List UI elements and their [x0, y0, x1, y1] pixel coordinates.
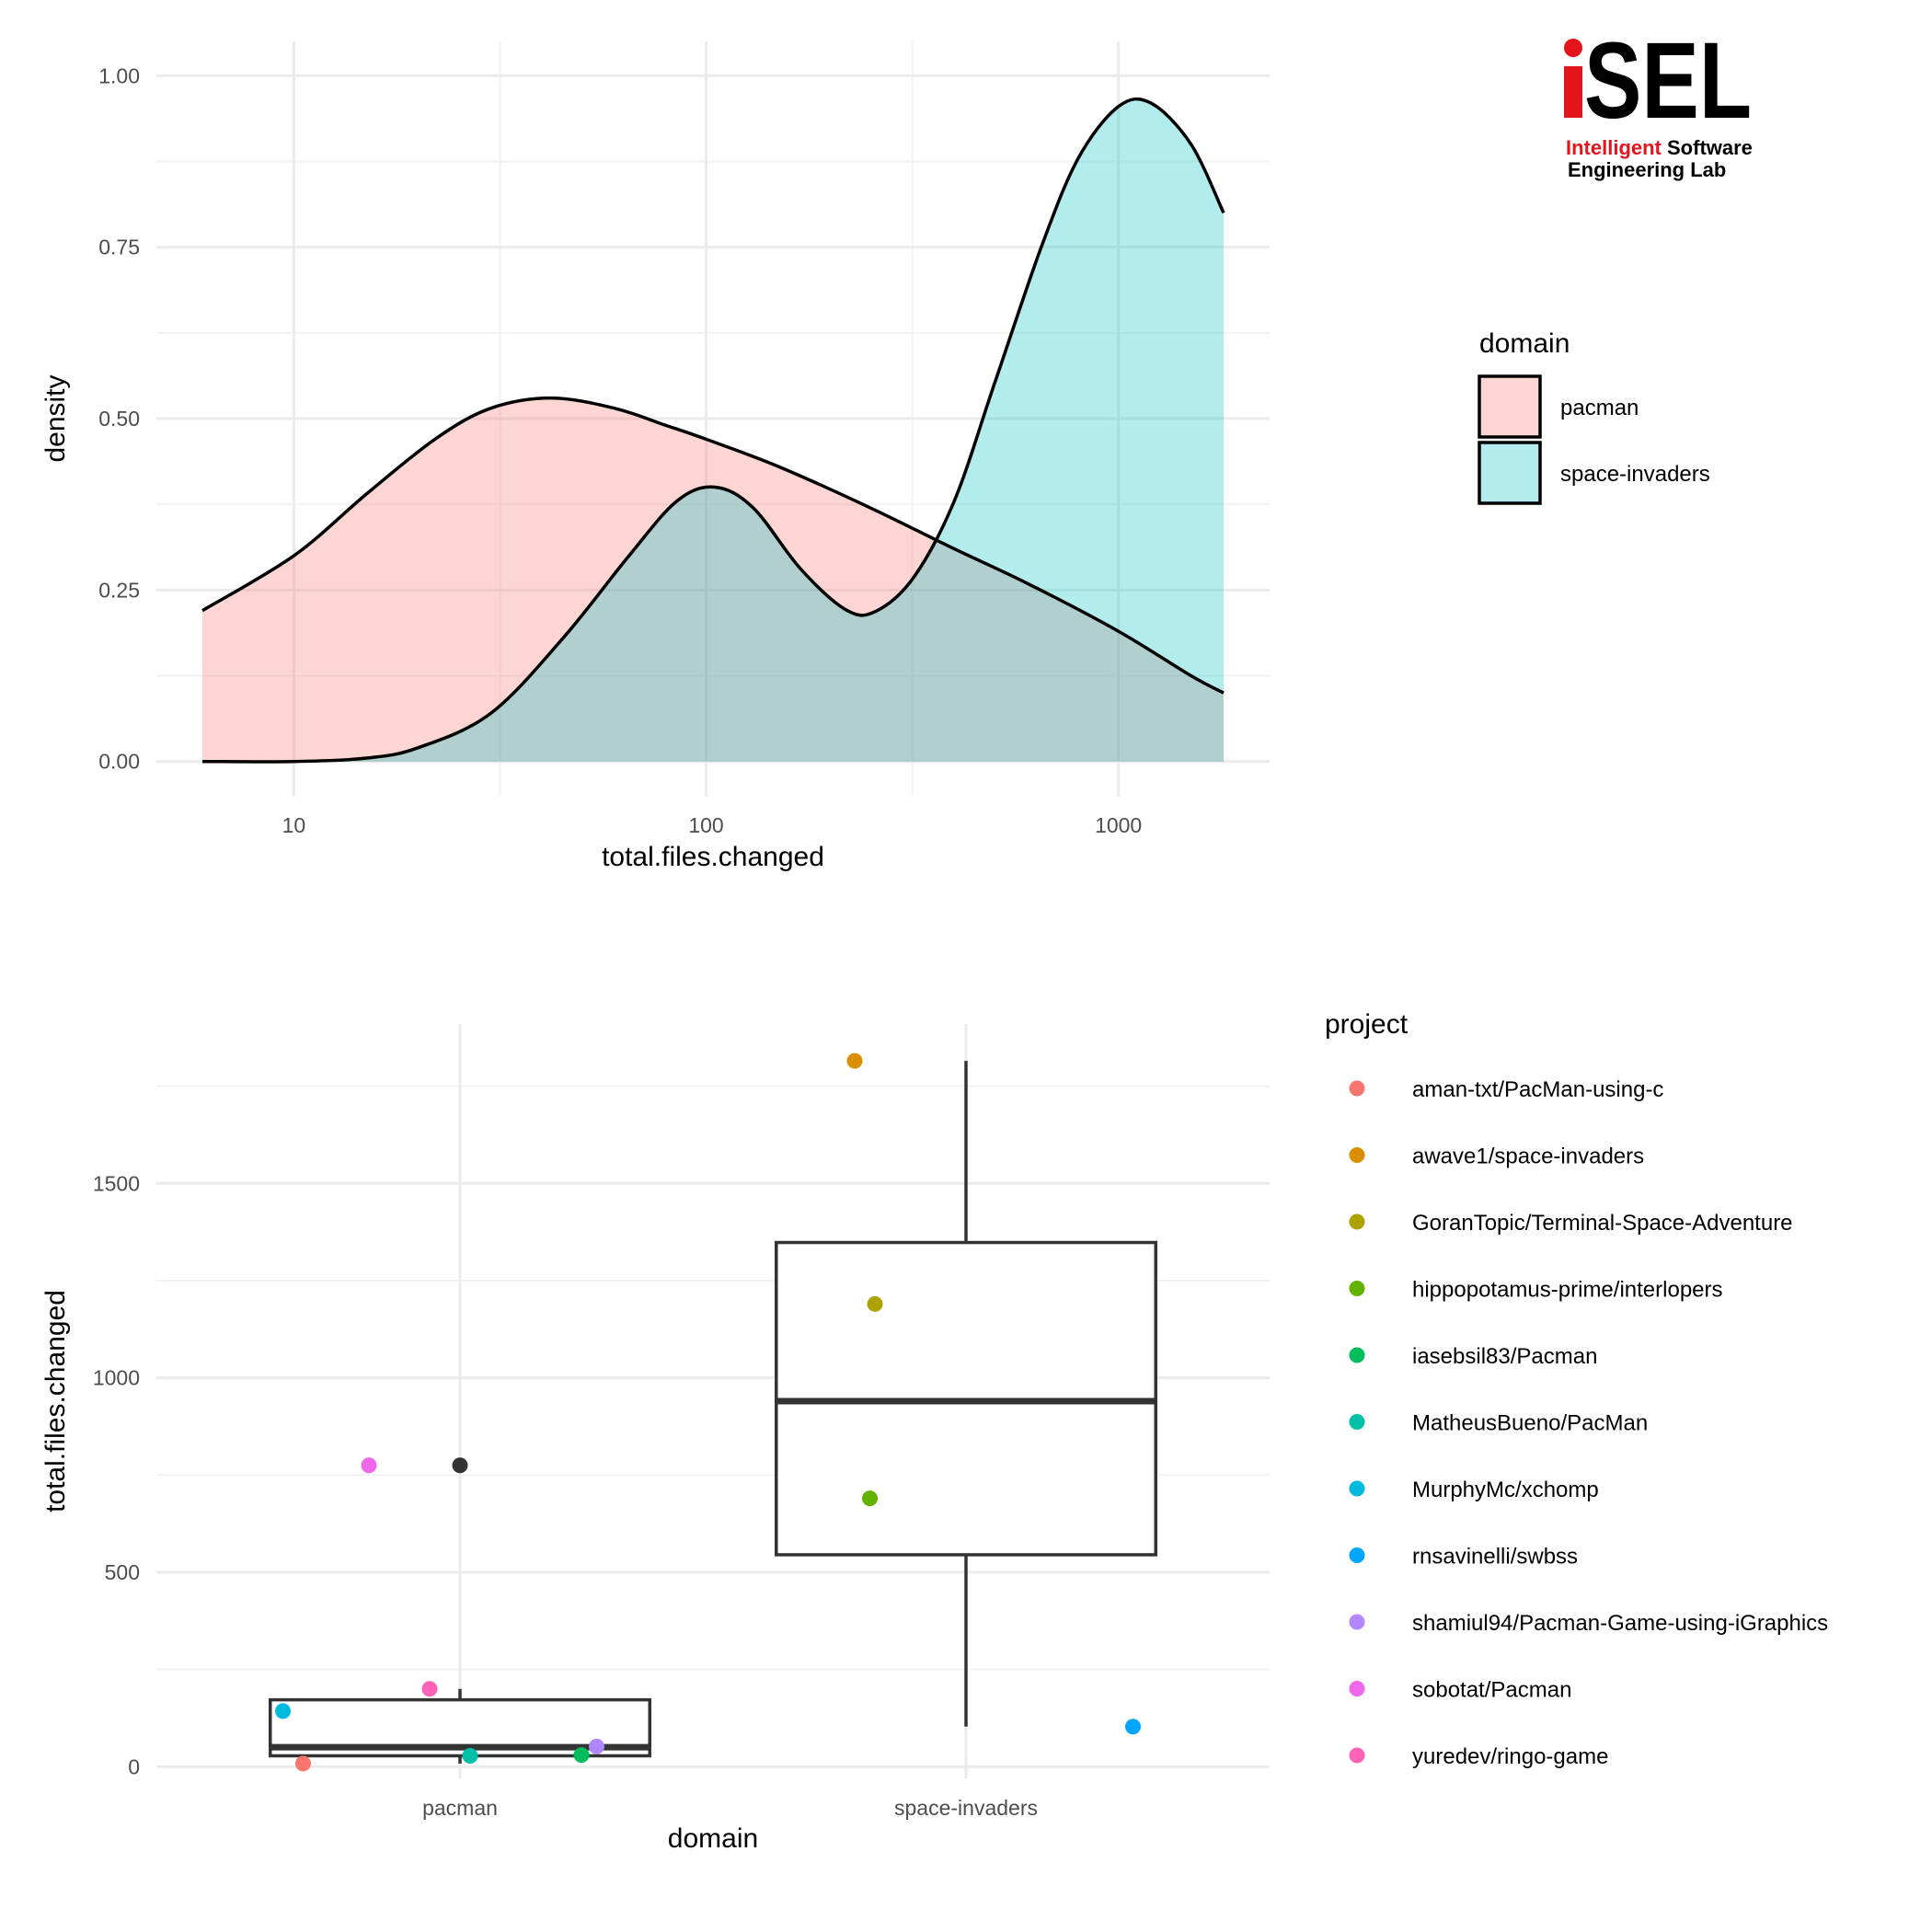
- legend-project-key: [1349, 1747, 1365, 1764]
- legend-project-key: [1349, 1347, 1365, 1363]
- legend-project-key: [1349, 1080, 1365, 1097]
- jitter-point: [421, 1681, 438, 1697]
- logo-line-1-rest: Software: [1662, 136, 1753, 159]
- legend-project-key: [1349, 1614, 1365, 1630]
- density-area-pacman: [202, 397, 1224, 762]
- box-y-tick-label: 1000: [93, 1366, 140, 1390]
- density-y-tick-label: 1.00: [98, 63, 140, 87]
- legend-project-label: sobotat/Pacman: [1412, 1678, 1571, 1703]
- box-x-tick-label: pacman: [422, 1796, 498, 1820]
- legend-project: project aman-txt/PacMan-using-c awave1/spa…: [1325, 1009, 1828, 1769]
- jitter-point: [361, 1457, 377, 1474]
- boxplot-panel: 0 500 1000 1500 pacman space-invaders domain to…: [40, 1024, 1270, 1854]
- legend-key-space-invaders: [1478, 441, 1542, 505]
- legend-project-label: iasebsil83/Pacman: [1412, 1344, 1597, 1369]
- jitter-point: [589, 1738, 604, 1754]
- box-pacman: [269, 1688, 651, 1764]
- legend-project-key: [1349, 1414, 1365, 1430]
- box-y-tick-label: 500: [105, 1560, 140, 1584]
- density-y-tick-label: 0.25: [98, 578, 140, 602]
- density-line-space-invaders: [201, 97, 1225, 764]
- density-line-pacman: [201, 396, 1225, 695]
- legend-label-pacman: pacman: [1560, 396, 1639, 420]
- legend-project-label: yuredev/ringo-game: [1412, 1744, 1608, 1769]
- box-y-axis-title: total.files.changed: [40, 1290, 71, 1512]
- jitter-point: [275, 1703, 291, 1719]
- logo-dot-icon: [1564, 39, 1582, 57]
- jitter-point: [846, 1052, 863, 1069]
- jitter-point: [295, 1755, 311, 1772]
- jitter-point: [462, 1747, 478, 1764]
- legend-project-label: hippopotamus-prime/interlopers: [1412, 1278, 1723, 1303]
- legend-project-label: shamiul94/Pacman-Game-using-iGraphics: [1412, 1611, 1828, 1636]
- legend-key-pacman: [1478, 374, 1542, 439]
- box-y-tick-label: 0: [128, 1754, 140, 1778]
- logo-line-1: Intelligent Software: [1566, 136, 1753, 159]
- jitter-point: [862, 1490, 878, 1507]
- legend-project-key: [1349, 1480, 1365, 1497]
- box-x-tick-label: space-invaders: [894, 1796, 1038, 1820]
- logo-i-stem: [1564, 66, 1582, 118]
- legend-key-bg: [1479, 443, 1540, 503]
- legend-project-label: MatheusBueno/PacMan: [1412, 1411, 1648, 1436]
- density-y-axis-title: density: [40, 374, 71, 462]
- legend-domain-title: domain: [1479, 328, 1570, 359]
- legend-domain: domain pacman space-invaders: [1478, 328, 1710, 505]
- density-x-axis-title: total.files.changed: [602, 842, 824, 872]
- density-y-tick-label: 0.50: [98, 407, 140, 431]
- density-x-tick-label: 100: [688, 813, 723, 837]
- legend-project-label: aman-txt/PacMan-using-c: [1412, 1077, 1663, 1102]
- density-x-tick-label: 1000: [1095, 813, 1142, 837]
- box-x-axis-title: domain: [668, 1823, 758, 1854]
- density-area-space-invaders: [202, 98, 1224, 762]
- legend-project-label: rnsavinelli/swbss: [1412, 1545, 1578, 1570]
- jitter-point: [1125, 1719, 1141, 1735]
- legend-label-space-invaders: space-invaders: [1560, 462, 1710, 487]
- outlier-point: [452, 1457, 468, 1474]
- logo-line-1-accent: Intelligent: [1566, 136, 1662, 159]
- jitter-point: [573, 1747, 590, 1764]
- isel-logo: SEL Intelligent Software Engineering Lab: [1564, 20, 1753, 181]
- legend-project-key: [1349, 1281, 1365, 1296]
- logo-line-2: Engineering Lab: [1568, 158, 1726, 181]
- density-x-tick-label: 10: [282, 813, 306, 837]
- legend-project-key: [1349, 1547, 1365, 1563]
- legend-project-title: project: [1325, 1009, 1409, 1040]
- legend-project-key: [1349, 1147, 1365, 1163]
- legend-project-label: GoranTopic/Terminal-Space-Adventure: [1412, 1211, 1793, 1236]
- legend-project-key: [1349, 1681, 1365, 1696]
- logo-wordmark: SEL: [1584, 20, 1752, 142]
- density-y-tick-label: 0.00: [98, 750, 140, 774]
- legend-project-label: MurphyMc/xchomp: [1412, 1478, 1599, 1502]
- legend-project-key: [1349, 1213, 1365, 1230]
- legend-project-label: awave1/space-invaders: [1412, 1144, 1644, 1169]
- density-panel: 0.00 0.25 0.50 0.75 1.00 10 100 1000 total.files…: [40, 41, 1270, 872]
- legend-key-bg: [1479, 376, 1540, 437]
- box-space-invaders: [775, 1061, 1157, 1727]
- density-y-tick-label: 0.75: [98, 236, 140, 259]
- jitter-point: [867, 1295, 883, 1312]
- box-y-tick-label: 1500: [93, 1171, 140, 1195]
